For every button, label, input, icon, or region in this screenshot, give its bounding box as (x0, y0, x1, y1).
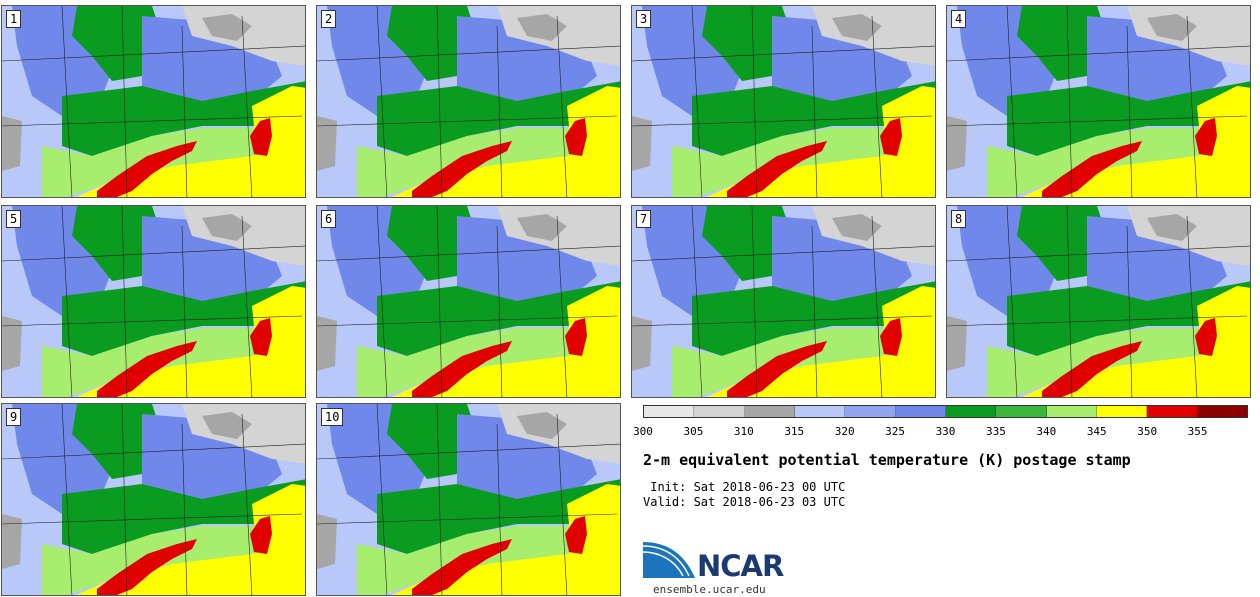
member-map (947, 6, 1250, 197)
colorbar-segment (996, 406, 1047, 417)
ncar-logo-text: NCAR (697, 549, 784, 583)
member-number-label: 4 (951, 10, 967, 28)
member-number-label: 7 (636, 210, 652, 228)
valid-time: Valid: Sat 2018-06-23 03 UTC (643, 495, 846, 509)
member-map (632, 6, 935, 197)
ncar-url: ensemble.ucar.edu (653, 583, 766, 596)
member-map (317, 6, 620, 197)
member-number-label: 2 (321, 10, 337, 28)
colorbar-tick-label: 305 (683, 425, 704, 438)
member-number-label: 10 (321, 408, 344, 426)
colorbar-tick-label: 355 (1187, 425, 1208, 438)
member-map (632, 206, 935, 397)
colorbar-segment (945, 406, 997, 417)
colorbar-segment (845, 406, 896, 417)
ensemble-member-panel[interactable]: 5 (1, 205, 306, 398)
init-time: Init: Sat 2018-06-23 00 UTC (643, 480, 846, 494)
member-number-label: 3 (636, 10, 652, 28)
member-map (947, 206, 1250, 397)
member-map (317, 404, 620, 595)
colorbar-tick-label: 335 (985, 425, 1006, 438)
ensemble-member-panel[interactable]: 9 (1, 403, 306, 596)
colorbar-tick-label: 340 (1036, 425, 1057, 438)
colorbar-tick-label: 320 (834, 425, 855, 438)
colorbar-tick-label: 350 (1137, 425, 1158, 438)
member-number-label: 6 (321, 210, 337, 228)
colorbar-segment (1147, 406, 1198, 417)
member-number-label: 5 (6, 210, 22, 228)
ensemble-member-panel[interactable]: 4 (946, 5, 1251, 198)
ncar-logo-icon (643, 542, 695, 578)
member-number-label: 8 (951, 210, 967, 228)
member-number-label: 1 (6, 10, 22, 28)
member-map (2, 404, 305, 595)
colorbar-tick-label: 300 (633, 425, 653, 438)
member-number-label: 9 (6, 408, 22, 426)
ensemble-member-panel[interactable]: 2 (316, 5, 621, 198)
colorbar-tick-label: 345 (1086, 425, 1107, 438)
colorbar-tick-label: 310 (733, 425, 754, 438)
ensemble-member-panel[interactable]: 3 (631, 5, 936, 198)
colorbar-segment (644, 406, 695, 417)
colorbar-segment (1046, 406, 1097, 417)
colorbar-segment (895, 406, 946, 417)
member-map (2, 6, 305, 197)
plot-title: 2-m equivalent potential temperature (K)… (643, 451, 1131, 469)
colorbar-segment (1096, 406, 1148, 417)
colorbar-tick-label: 315 (784, 425, 805, 438)
colorbar-segment (694, 406, 745, 417)
ensemble-member-panel[interactable]: 10 (316, 403, 621, 596)
member-map (2, 206, 305, 397)
member-map (317, 206, 620, 397)
colorbar-tick-label: 330 (935, 425, 956, 438)
ensemble-member-panel[interactable]: 1 (1, 5, 306, 198)
ensemble-member-panel[interactable]: 7 (631, 205, 936, 398)
colorbar-segment (794, 406, 846, 417)
ensemble-member-panel[interactable]: 6 (316, 205, 621, 398)
colorbar-segment (1197, 406, 1247, 417)
ensemble-member-panel[interactable]: 8 (946, 205, 1251, 398)
colorbar (643, 405, 1248, 418)
colorbar-segment (744, 406, 795, 417)
colorbar-tick-label: 325 (885, 425, 906, 438)
